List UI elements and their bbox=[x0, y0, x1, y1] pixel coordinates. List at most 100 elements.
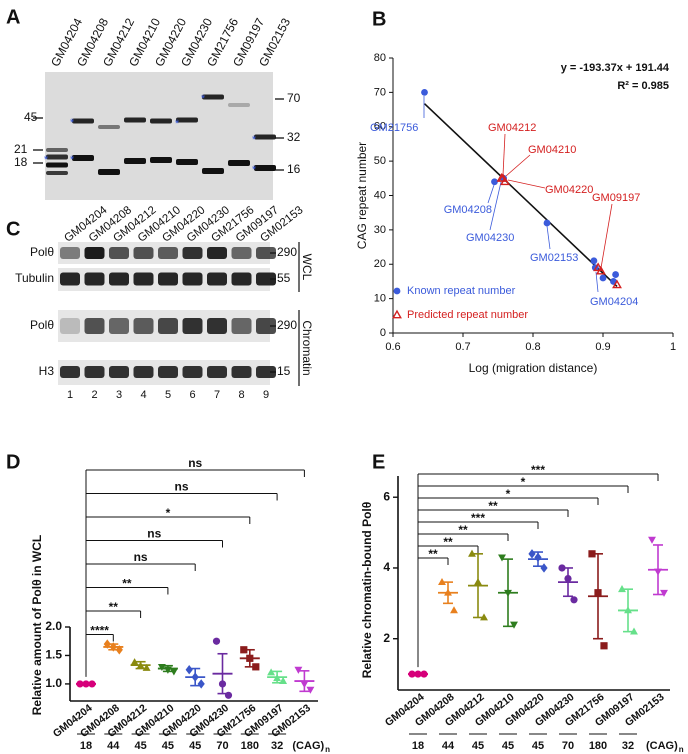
x-tick-label: 0.7 bbox=[455, 341, 470, 353]
leader-line bbox=[505, 154, 531, 177]
blot-band bbox=[231, 366, 252, 378]
panel-label: E bbox=[372, 451, 385, 473]
repeat-number: 180 bbox=[241, 740, 259, 752]
blot-band bbox=[133, 318, 154, 334]
blot-band bbox=[84, 272, 105, 286]
data-point bbox=[612, 279, 622, 289]
significance-label: ** bbox=[122, 577, 132, 591]
asterisk: * bbox=[70, 154, 75, 166]
trendline bbox=[423, 103, 618, 288]
point-label: GM21756 bbox=[370, 122, 418, 134]
blot-band bbox=[256, 366, 276, 378]
gel-band bbox=[176, 117, 198, 123]
x-tick-label: 1 bbox=[670, 341, 676, 353]
gel-band bbox=[254, 134, 276, 140]
y-tick-label: 2 bbox=[383, 631, 390, 645]
point-label: GM04210 bbox=[528, 144, 576, 156]
data-point bbox=[450, 606, 458, 614]
row-label: Tubulin bbox=[15, 271, 54, 285]
point-label: GM04220 bbox=[545, 184, 593, 196]
significance-label: ns bbox=[188, 456, 202, 470]
size-marker: 70 bbox=[287, 91, 301, 105]
leader-line bbox=[502, 133, 506, 176]
y-tick-label: 2.0 bbox=[45, 619, 62, 633]
blot-band bbox=[60, 247, 80, 259]
panel-label: A bbox=[6, 6, 20, 28]
gel-band bbox=[98, 169, 120, 175]
asterisk: * bbox=[44, 154, 49, 166]
gel-band bbox=[228, 160, 250, 166]
blot-band bbox=[109, 318, 129, 334]
blot-band bbox=[256, 247, 276, 259]
data-point bbox=[252, 663, 260, 671]
data-point bbox=[169, 668, 178, 676]
data-point bbox=[438, 577, 446, 585]
legend-marker bbox=[392, 309, 402, 319]
y-tick-label: 0 bbox=[380, 327, 386, 339]
repeat-number: 45 bbox=[532, 740, 544, 752]
y-tick-label: 50 bbox=[374, 155, 386, 167]
repeat-number: 45 bbox=[162, 740, 174, 752]
repeat-number: 70 bbox=[562, 740, 574, 752]
data-point bbox=[528, 549, 536, 559]
gel-band bbox=[254, 165, 276, 171]
gel-band bbox=[202, 168, 224, 174]
blot-band bbox=[207, 318, 227, 334]
row-label: Polθ bbox=[30, 245, 54, 259]
blot-band bbox=[182, 366, 203, 378]
blot-band bbox=[109, 247, 129, 259]
data-point bbox=[599, 274, 607, 282]
panel-label: D bbox=[6, 451, 20, 473]
data-point bbox=[543, 219, 551, 227]
blot-band bbox=[60, 318, 80, 334]
blot-band bbox=[231, 272, 252, 286]
asterisk: * bbox=[201, 93, 206, 105]
significance-label: ** bbox=[428, 547, 438, 561]
blot-band bbox=[256, 272, 276, 286]
leader-line bbox=[600, 203, 613, 269]
repeat-unit: (CAG) bbox=[292, 740, 324, 752]
data-point bbox=[306, 686, 315, 694]
point-label: GM04204 bbox=[590, 296, 638, 308]
panel-label: C bbox=[6, 218, 20, 240]
x-tick-label: 0.8 bbox=[525, 341, 540, 353]
significance-label: * bbox=[166, 506, 171, 520]
data-point bbox=[540, 563, 548, 573]
significance-label: ns bbox=[147, 527, 161, 541]
data-point bbox=[630, 627, 638, 635]
significance-label: ** bbox=[109, 600, 119, 614]
lane-number: 2 bbox=[91, 389, 97, 401]
data-point bbox=[421, 88, 428, 96]
y-tick-label: 40 bbox=[374, 189, 386, 201]
x-tick-label: 0.9 bbox=[595, 341, 610, 353]
data-point bbox=[197, 679, 205, 689]
data-point bbox=[593, 262, 604, 272]
blot-band bbox=[133, 272, 154, 286]
repeat-number: 44 bbox=[442, 740, 455, 752]
repeat-number: 45 bbox=[472, 740, 484, 752]
panel-label: B bbox=[372, 8, 386, 30]
group-label: WCL bbox=[300, 254, 314, 281]
size-marker: 55 bbox=[277, 271, 291, 285]
blot-band bbox=[207, 247, 227, 259]
row-label: Polθ bbox=[30, 318, 54, 332]
asterisk: * bbox=[252, 134, 257, 146]
data-point bbox=[618, 585, 626, 593]
lane-number: 9 bbox=[263, 389, 269, 401]
size-marker: 15 bbox=[277, 364, 291, 378]
gel-band bbox=[124, 117, 146, 123]
data-point bbox=[480, 613, 488, 621]
data-point bbox=[294, 666, 303, 674]
gel-band bbox=[46, 154, 68, 160]
legend-label: Predicted repeat number bbox=[407, 309, 528, 321]
y-tick-label: 70 bbox=[374, 86, 386, 98]
data-point bbox=[590, 257, 598, 265]
legend-marker bbox=[393, 287, 401, 295]
blot-band bbox=[256, 318, 276, 334]
data-point bbox=[185, 665, 193, 675]
blot-band bbox=[109, 366, 129, 378]
data-point bbox=[224, 691, 233, 699]
blot-band bbox=[60, 366, 80, 378]
significance-label: ** bbox=[488, 499, 498, 513]
